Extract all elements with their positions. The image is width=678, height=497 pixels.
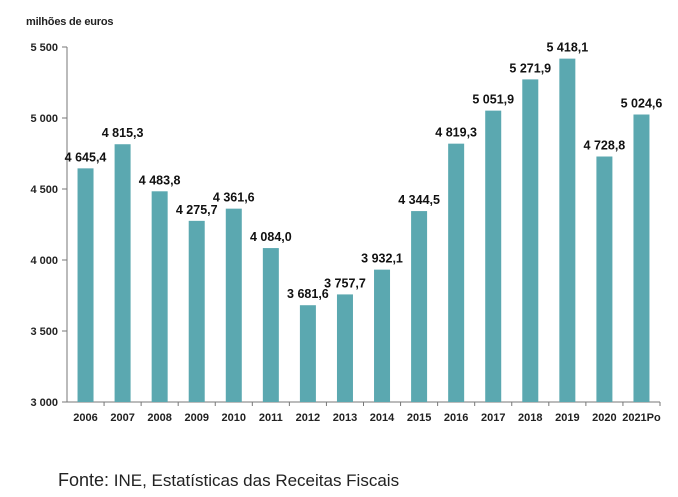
category-label: 2020 bbox=[592, 412, 616, 424]
category-label: 2014 bbox=[370, 412, 395, 424]
category-label: 2016 bbox=[444, 412, 468, 424]
bar bbox=[225, 208, 242, 402]
category-label: 2015 bbox=[407, 412, 431, 424]
bar bbox=[188, 220, 205, 402]
bar-value-label: 4 815,3 bbox=[102, 126, 144, 140]
bar bbox=[77, 168, 94, 402]
bar-value-label: 5 271,9 bbox=[509, 61, 551, 75]
category-label: 2010 bbox=[222, 412, 246, 424]
bar-value-label: 4 344,5 bbox=[398, 193, 440, 207]
y-tick-label: 4 500 bbox=[30, 184, 58, 196]
y-tick-label: 5 500 bbox=[30, 42, 58, 54]
category-label: 2017 bbox=[481, 412, 505, 424]
bar-value-label: 4 361,6 bbox=[213, 191, 255, 205]
category-label: 2011 bbox=[259, 412, 283, 424]
category-label: 2009 bbox=[184, 412, 208, 424]
bar-value-label: 4 728,8 bbox=[584, 139, 626, 153]
bar bbox=[299, 305, 316, 402]
y-axis-unit-label: milhões de euros bbox=[26, 16, 114, 28]
category-label: 2018 bbox=[518, 412, 542, 424]
bar-value-label: 4 819,3 bbox=[435, 126, 477, 140]
category-label: 2013 bbox=[333, 412, 357, 424]
category-label: 2006 bbox=[73, 412, 97, 424]
bar-value-label: 3 757,7 bbox=[324, 276, 366, 290]
bar bbox=[485, 110, 502, 403]
bar bbox=[262, 248, 279, 402]
bar bbox=[411, 211, 428, 402]
source-key: Fonte: bbox=[58, 470, 110, 490]
bar bbox=[633, 114, 650, 402]
bar bbox=[151, 191, 168, 402]
y-tick-label: 4 000 bbox=[30, 255, 58, 267]
bar-value-label: 3 681,6 bbox=[287, 287, 329, 301]
category-label: 2019 bbox=[555, 412, 579, 424]
bar bbox=[374, 269, 391, 402]
bar bbox=[448, 143, 465, 402]
category-label: 2008 bbox=[147, 412, 171, 424]
bar bbox=[596, 156, 613, 402]
y-tick-label: 3 000 bbox=[30, 397, 58, 409]
bar-value-label: 4 645,4 bbox=[65, 150, 107, 164]
bar bbox=[114, 144, 131, 402]
category-label: 2012 bbox=[296, 412, 320, 424]
y-tick-label: 5 000 bbox=[30, 113, 58, 125]
bar-value-label: 5 418,1 bbox=[546, 41, 588, 55]
source-text: INE, Estatísticas das Receitas Fiscais bbox=[109, 471, 400, 490]
bar-value-label: 4 084,0 bbox=[250, 230, 292, 244]
bar bbox=[522, 79, 539, 402]
category-label: 2021Po bbox=[622, 412, 661, 424]
bar-value-label: 3 932,1 bbox=[361, 252, 403, 266]
bar bbox=[559, 58, 576, 403]
bar-value-label: 4 483,8 bbox=[139, 173, 181, 187]
bar-value-label: 5 024,6 bbox=[621, 97, 663, 111]
bar-chart: 3 000 3 500 4 000 4 500 5 000 5 500 4 645,4 200… bbox=[30, 41, 663, 424]
y-tick-label: 3 500 bbox=[30, 326, 58, 338]
category-label: 2007 bbox=[110, 412, 134, 424]
bar bbox=[336, 294, 353, 402]
bar-value-label: 4 275,7 bbox=[176, 203, 218, 217]
bar-value-label: 5 051,9 bbox=[472, 93, 514, 107]
source-note: Fonte: INE, Estatísticas das Receitas Fi… bbox=[58, 470, 399, 491]
